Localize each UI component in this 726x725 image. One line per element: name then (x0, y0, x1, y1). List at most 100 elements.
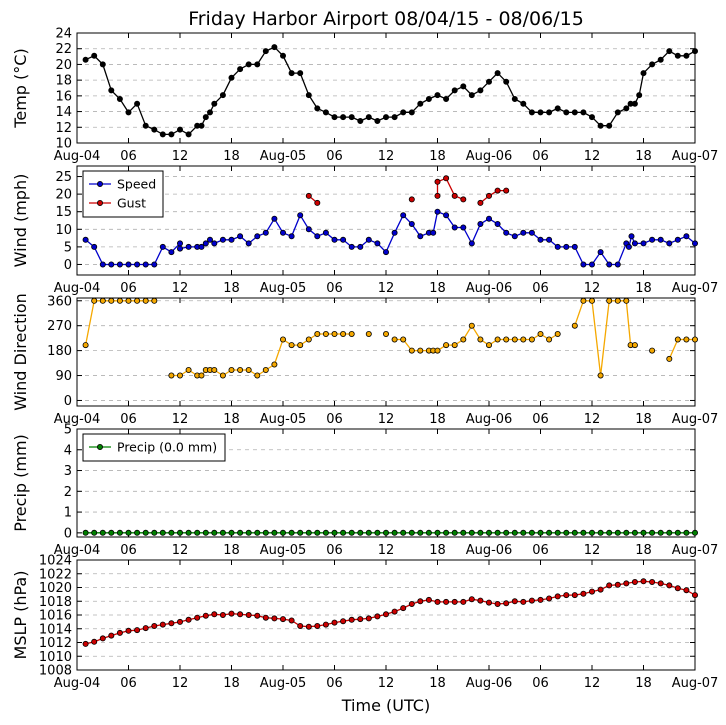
mslp-data-point (99, 635, 106, 642)
wind-data-point (348, 243, 355, 250)
mslp-data-point (537, 596, 544, 603)
direction-data-point (314, 330, 321, 337)
temp-data-point (382, 114, 389, 121)
wind-xtick-label: 06 (120, 281, 137, 296)
precip-data-point (288, 529, 295, 536)
direction-data-point (451, 342, 458, 349)
wind-data-point (357, 243, 364, 250)
mslp-data-point (374, 613, 381, 620)
temp-xtick-label: 18 (635, 149, 652, 164)
mslp-data-point (503, 600, 510, 607)
precip-data-point (597, 529, 604, 536)
precip-data-point (262, 529, 269, 536)
mslp-data-point (82, 640, 89, 647)
direction-data-point (683, 336, 690, 343)
mslp-data-point (151, 623, 158, 630)
mslp-data-point (108, 632, 115, 639)
precip-data-point (297, 529, 304, 536)
direction-data-point (391, 336, 398, 343)
temp-data-point (91, 52, 98, 59)
precip-data-point (134, 529, 141, 536)
wind-data-point (434, 192, 441, 199)
direction-data-point (468, 322, 475, 329)
mslp-ytick-label: 1012 (39, 636, 72, 651)
mslp-xtick-label: 18 (223, 676, 240, 691)
temp-data-point (116, 96, 123, 103)
direction-series-line (668, 338, 695, 360)
temp-xtick-label: Aug-05 (260, 149, 307, 164)
wind-data-point (202, 240, 209, 247)
wind-data-point (305, 192, 312, 199)
precip-data-point (528, 529, 535, 536)
temp-data-point (451, 87, 458, 94)
wind-data-point (176, 245, 183, 252)
direction-xtick-label: 18 (635, 412, 652, 427)
mslp-data-point (683, 587, 690, 594)
mslp-data-point (357, 616, 364, 623)
precip-ytick-label: 0 (64, 526, 72, 541)
temp-xtick-label: 12 (172, 149, 189, 164)
temp-data-point (400, 109, 407, 116)
mslp-xtick-label: Aug-05 (260, 676, 307, 691)
precip-ytick-label: 5 (64, 423, 72, 438)
mslp-data-point (494, 601, 501, 608)
direction-ytick-label: 180 (47, 344, 72, 359)
mslp-xtick-label: 18 (429, 676, 446, 691)
wind-data-point (314, 233, 321, 240)
precip-data-point (374, 529, 381, 536)
direction-data-point (460, 336, 467, 343)
direction-data-point (185, 366, 192, 373)
mslp-data-point (228, 610, 235, 617)
mslp-data-point (425, 596, 432, 603)
precip-data-point (485, 529, 492, 536)
wind-data-point (151, 261, 158, 268)
wind-data-point (563, 243, 570, 250)
mslp-data-point (245, 612, 252, 619)
wind-data-point (628, 233, 635, 240)
temp-data-point (271, 44, 278, 51)
wind-data-point (176, 240, 183, 247)
wind-series-line (436, 177, 464, 201)
wind-series-line (85, 210, 696, 266)
precip-data-point (168, 529, 175, 536)
precip-data-point (606, 529, 613, 536)
temp-data-point (206, 109, 213, 116)
mslp-data-point (305, 623, 312, 630)
temp-data-point (503, 78, 510, 85)
precip-data-point (202, 529, 209, 536)
temp-ylabel: Temp (°C) (11, 48, 30, 128)
mslp-data-point (614, 581, 621, 588)
wind-xtick-label: 06 (532, 281, 549, 296)
mslp-data-point (116, 629, 123, 636)
chart-title: Friday Harbor Airport 08/04/15 - 08/06/1… (188, 8, 584, 30)
precip-xtick-label: Aug-04 (54, 543, 101, 558)
temp-data-point (297, 70, 304, 77)
wind-data-point (692, 240, 699, 247)
direction-xtick-label: 18 (429, 412, 446, 427)
temp-data-point (134, 100, 141, 107)
wind-data-point (485, 192, 492, 199)
mslp-xtick-label: 18 (635, 676, 652, 691)
mslp-ytick-label: 1022 (39, 567, 72, 582)
temp-data-point (211, 100, 218, 107)
temp-data-point (288, 70, 295, 77)
temp-data-point (340, 114, 347, 121)
mslp-data-point (340, 618, 347, 625)
wind-data-point (314, 199, 321, 206)
direction-xtick-label: Aug-05 (260, 412, 307, 427)
mslp-data-point (511, 598, 518, 605)
precip-data-point (443, 529, 450, 536)
temp-data-point (82, 56, 89, 63)
wind-data-point (417, 233, 424, 240)
mslp-data-point (443, 598, 450, 605)
wind-data-point (683, 233, 690, 240)
wind-data-point (546, 236, 553, 243)
precip-data-point (503, 529, 510, 536)
temp-ytick-label: 22 (55, 42, 72, 57)
direction-ylabel: Wind Direction (11, 293, 30, 411)
precip-data-point (176, 529, 183, 536)
direction-data-point (279, 336, 286, 343)
